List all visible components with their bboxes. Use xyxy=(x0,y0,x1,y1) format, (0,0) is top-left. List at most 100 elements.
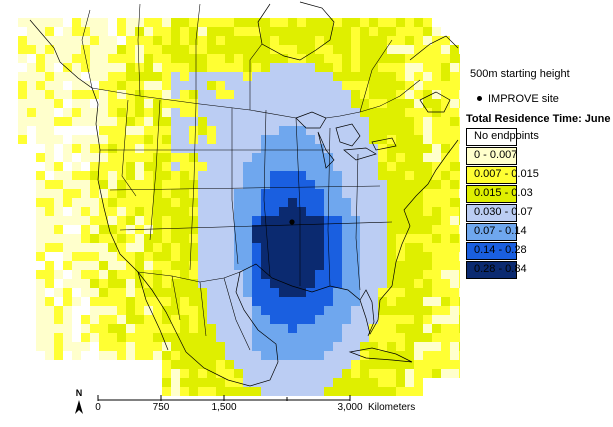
grid-cell xyxy=(225,54,234,63)
grid-cell xyxy=(306,297,315,306)
grid-cell xyxy=(306,387,315,396)
grid-cell xyxy=(63,171,72,180)
grid-cell xyxy=(423,162,432,171)
grid-cell xyxy=(351,90,360,99)
grid-cell xyxy=(81,252,90,261)
grid-cell xyxy=(216,171,225,180)
grid-cell xyxy=(99,180,108,189)
grid-cell xyxy=(198,297,207,306)
grid-cell xyxy=(135,171,144,180)
grid-cell xyxy=(117,225,126,234)
grid-cell xyxy=(333,162,342,171)
grid-cell xyxy=(333,135,342,144)
grid-cell xyxy=(63,297,72,306)
grid-cell xyxy=(216,54,225,63)
grid-cell xyxy=(270,180,279,189)
grid-cell xyxy=(225,63,234,72)
grid-cell xyxy=(333,351,342,360)
grid-cell xyxy=(63,189,72,198)
grid-cell xyxy=(36,207,45,216)
improve-site-marker[interactable] xyxy=(289,219,295,225)
grid-cell xyxy=(198,270,207,279)
grid-cell xyxy=(450,72,459,81)
grid-cell xyxy=(450,225,459,234)
grid-cell xyxy=(225,243,234,252)
grid-cell xyxy=(450,315,459,324)
grid-cell xyxy=(36,90,45,99)
grid-cell xyxy=(387,117,396,126)
grid-cell xyxy=(153,315,162,324)
grid-cell xyxy=(405,315,414,324)
grid-cell xyxy=(144,27,153,36)
grid-cell xyxy=(459,135,460,144)
grid-cell xyxy=(162,216,171,225)
grid-cell xyxy=(144,162,153,171)
grid-cell xyxy=(306,315,315,324)
grid-cell xyxy=(324,297,333,306)
grid-cell xyxy=(351,387,360,396)
grid-cell xyxy=(81,135,90,144)
residence-time-map[interactable] xyxy=(0,0,460,427)
grid-cell xyxy=(36,126,45,135)
grid-cell xyxy=(225,180,234,189)
grid-cell xyxy=(108,108,117,117)
grid-cell xyxy=(387,234,396,243)
grid-cell xyxy=(225,270,234,279)
grid-cell xyxy=(207,171,216,180)
grid-cell xyxy=(414,90,423,99)
grid-cell xyxy=(135,108,144,117)
grid-cell xyxy=(342,153,351,162)
grid-cell xyxy=(450,117,459,126)
grid-cell xyxy=(117,297,126,306)
grid-cell xyxy=(126,297,135,306)
grid-cell xyxy=(216,198,225,207)
grid-cell xyxy=(135,162,144,171)
grid-cell xyxy=(162,234,171,243)
grid-cell xyxy=(162,126,171,135)
grid-cell xyxy=(207,252,216,261)
grid-cell xyxy=(369,126,378,135)
grid-cell xyxy=(216,144,225,153)
grid-cell xyxy=(288,45,297,54)
grid-cell xyxy=(405,360,414,369)
grid-cell xyxy=(450,252,459,261)
grid-cell xyxy=(144,171,153,180)
grid-cell xyxy=(243,306,252,315)
grid-cell xyxy=(162,198,171,207)
grid-cell xyxy=(45,27,54,36)
grid-cell xyxy=(252,369,261,378)
grid-cell xyxy=(423,216,432,225)
grid-cell xyxy=(108,144,117,153)
grid-cell xyxy=(396,99,405,108)
grid-cell xyxy=(306,27,315,36)
grid-cell xyxy=(81,153,90,162)
grid-cell xyxy=(369,117,378,126)
grid-cell xyxy=(333,261,342,270)
grid-cell xyxy=(459,99,460,108)
grid-cell xyxy=(225,189,234,198)
grid-cell xyxy=(270,36,279,45)
grid-cell xyxy=(153,198,162,207)
map-panel[interactable]: 0 750 1,500 3,000 Kilometers N xyxy=(0,0,460,427)
grid-cell xyxy=(441,198,450,207)
grid-cell xyxy=(405,288,414,297)
grid-cell xyxy=(90,216,99,225)
grid-cell xyxy=(297,18,306,27)
grid-cell xyxy=(198,144,207,153)
grid-cell xyxy=(279,369,288,378)
grid-cell xyxy=(144,225,153,234)
grid-cell xyxy=(225,99,234,108)
grid-cell xyxy=(108,234,117,243)
grid-cell xyxy=(144,189,153,198)
grid-cell xyxy=(306,54,315,63)
grid-cell xyxy=(63,234,72,243)
grid-cell xyxy=(342,36,351,45)
grid-cell xyxy=(288,162,297,171)
grid-cell xyxy=(144,324,153,333)
grid-cell xyxy=(387,387,396,396)
grid-cell xyxy=(396,153,405,162)
grid-cell xyxy=(117,18,126,27)
grid-cell xyxy=(387,90,396,99)
grid-cell xyxy=(315,306,324,315)
grid-cell xyxy=(360,99,369,108)
